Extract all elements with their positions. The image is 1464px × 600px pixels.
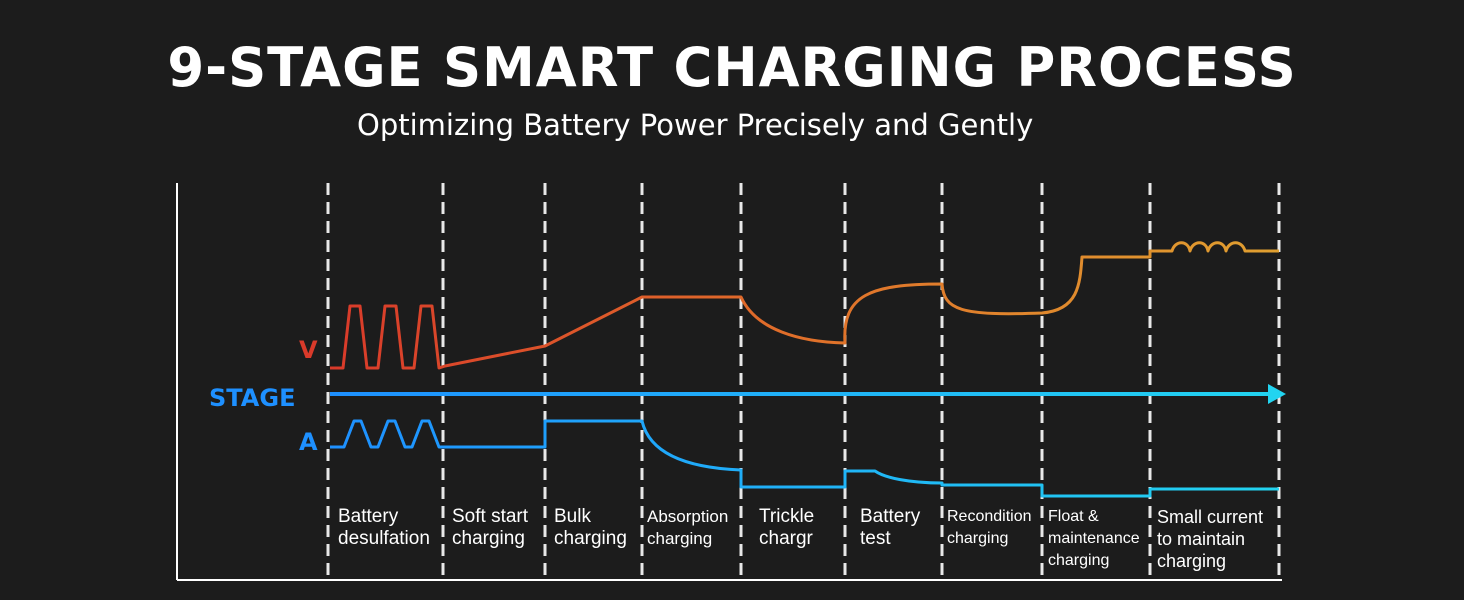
stage-label-line: charging — [947, 530, 1009, 547]
stage-dividers — [326, 183, 1281, 580]
stage-label-line: test — [860, 528, 891, 549]
current-curve — [330, 419, 1279, 498]
stage-label-line: Small current — [1157, 507, 1264, 527]
stage-label-line: Absorption — [647, 507, 729, 526]
stage-axis-label: STAGE — [209, 384, 296, 412]
stage-label-line: charging — [647, 529, 713, 548]
stage-label-bulk: Bulk charging — [554, 506, 627, 550]
stage-label-small-current: Small current to maintain charging — [1157, 506, 1263, 572]
page-subtitle: Optimizing Battery Power Precisely and G… — [357, 108, 1034, 142]
stage-label-line: chargr — [759, 528, 813, 549]
voltage-curve — [330, 241, 1279, 370]
stage-label-line: charging — [452, 528, 525, 549]
stage-label-soft-start: Soft start charging — [452, 506, 528, 550]
stage-label-trickle: Trickle chargr — [759, 506, 814, 550]
stage-label-line: Float & — [1048, 508, 1099, 525]
stage-label-line: Recondition — [947, 508, 1032, 525]
current-axis-label: A — [299, 428, 318, 456]
stage-label-line: Soft start — [452, 506, 529, 527]
stage-label-line: Bulk — [554, 506, 591, 527]
stage-label-line: Trickle — [759, 506, 815, 527]
page-title: 9-STAGE SMART CHARGING PROCESS — [167, 36, 1297, 99]
stage-label-line: Battery — [860, 506, 921, 527]
voltage-axis-label: V — [299, 336, 318, 364]
stage-label-line: desulfation — [338, 528, 430, 549]
stage-label-recondition: Recondition charging — [947, 506, 1032, 550]
stage-label-float-maintenance: Float & maintenance charging — [1048, 506, 1140, 572]
stage-label-battery-test: Battery test — [860, 506, 920, 550]
stage-label-line: to maintain — [1157, 529, 1246, 549]
stage-label-absorption: Absorption charging — [647, 506, 728, 550]
stage-label-line: charging — [554, 528, 627, 549]
stage-axis-arrow — [1268, 384, 1286, 404]
stage-label-line: maintenance — [1048, 530, 1140, 547]
stage-label-line: charging — [1048, 552, 1110, 569]
stage-label-line: Battery — [338, 506, 399, 527]
stage-label-line: charging — [1157, 551, 1227, 571]
stage-label-desulfation: Battery desulfation — [338, 506, 430, 550]
